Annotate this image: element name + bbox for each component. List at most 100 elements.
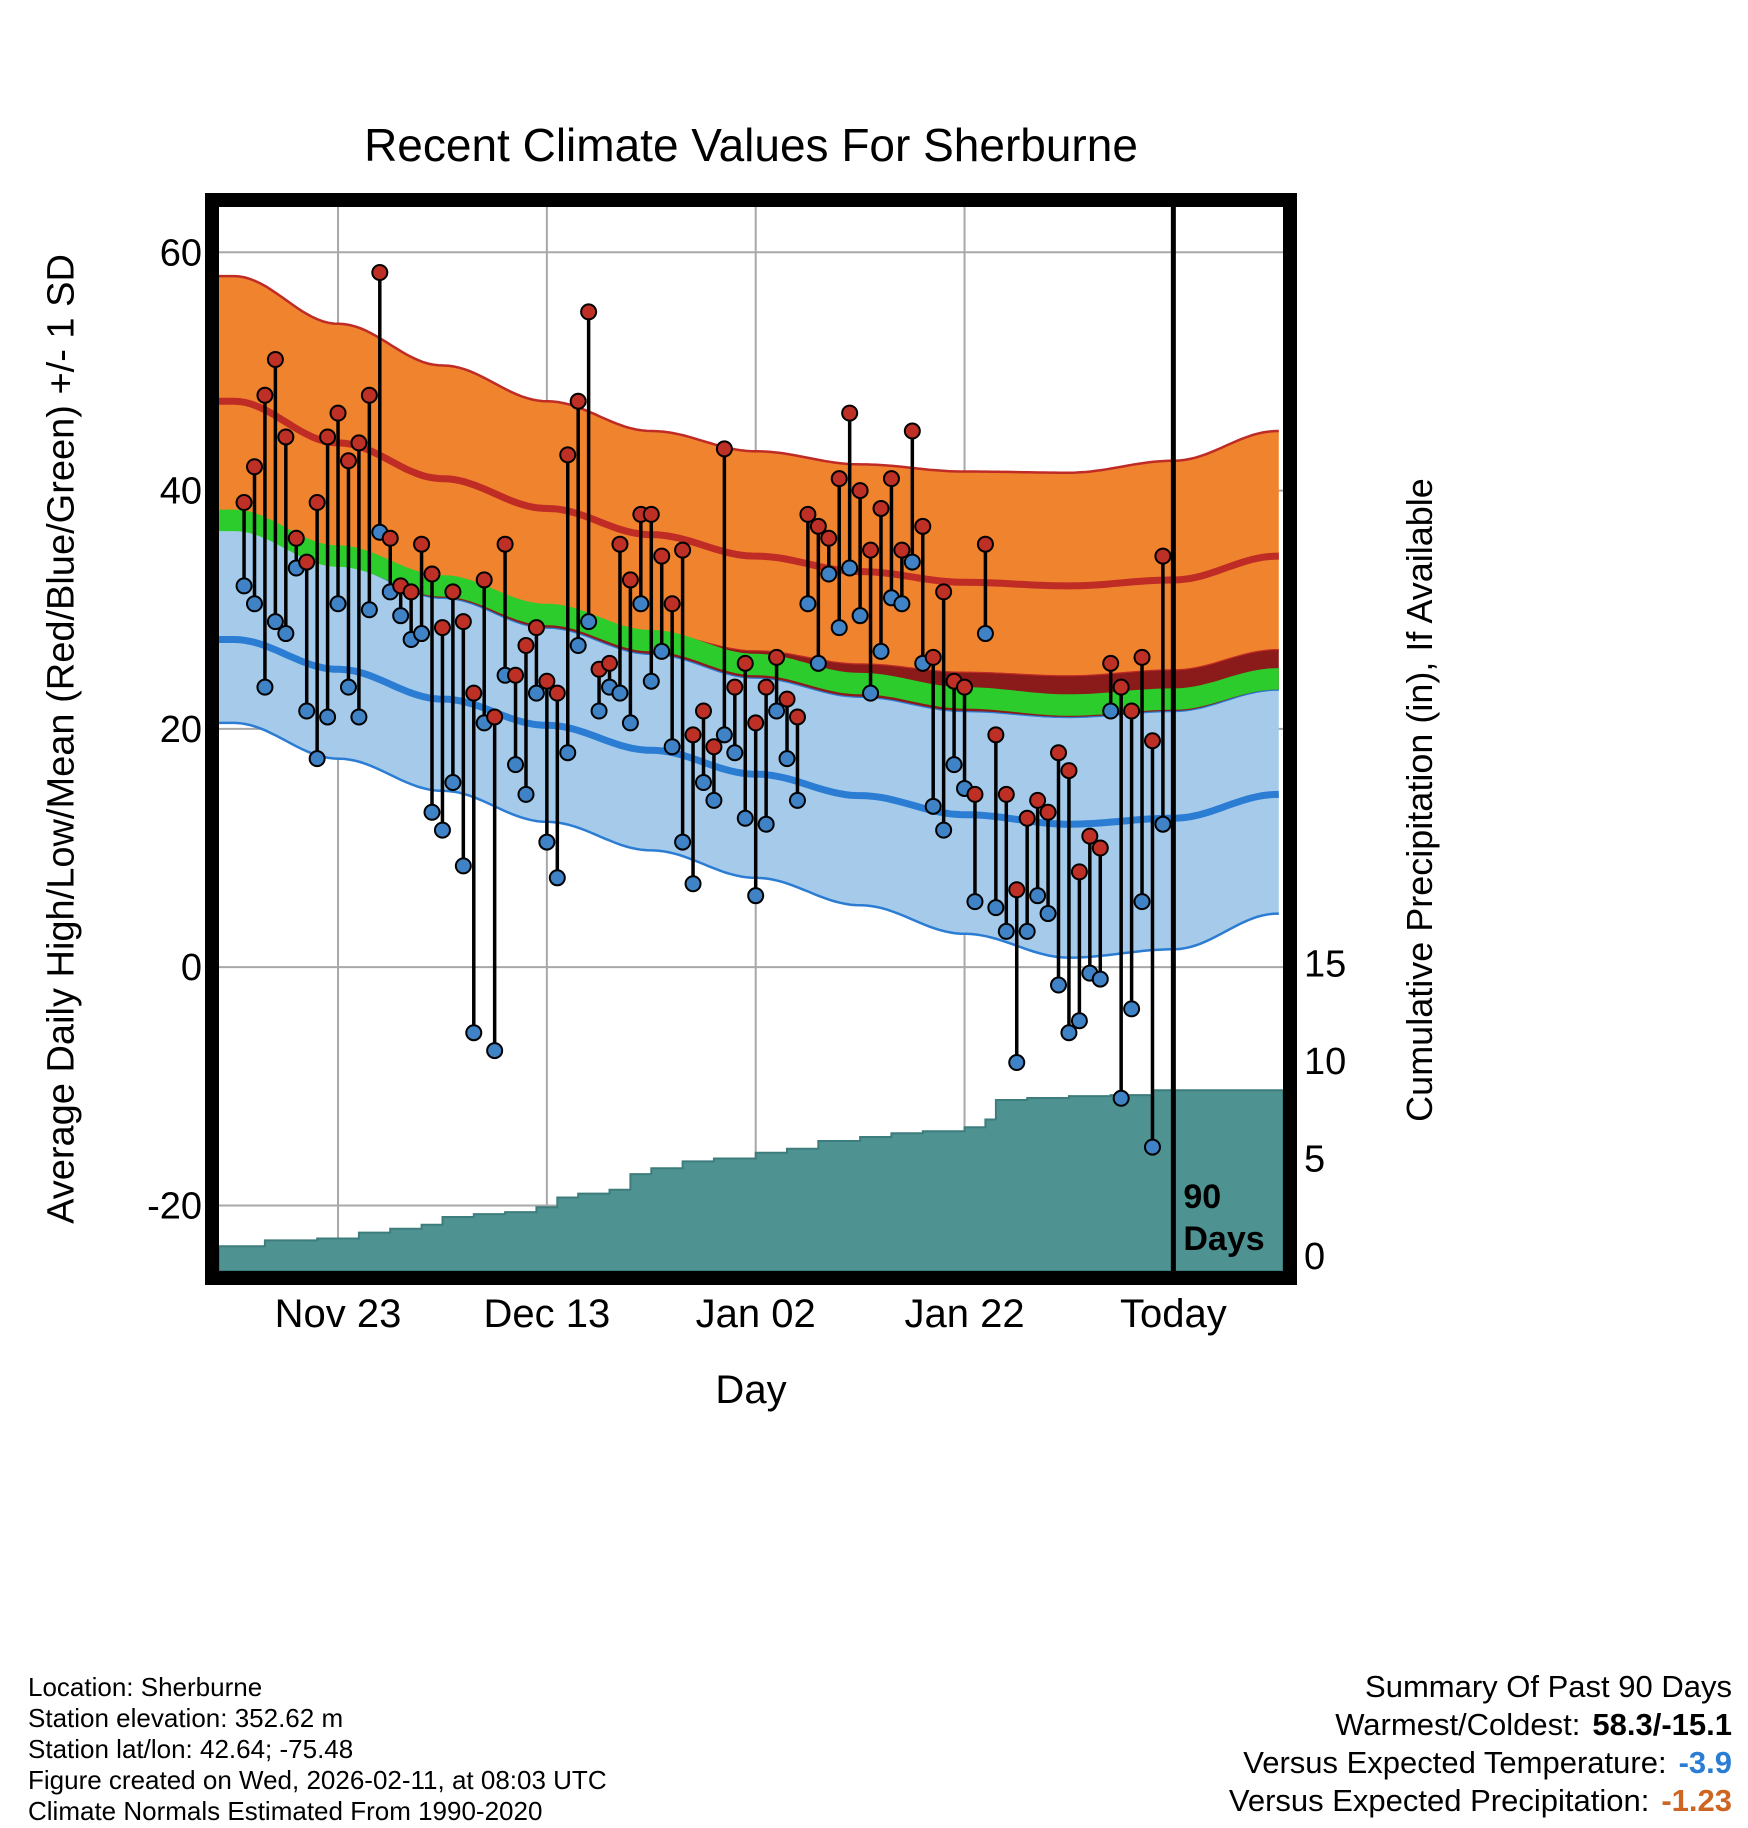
low-dot (527, 684, 545, 702)
high-dot (799, 505, 817, 523)
low-dot (653, 642, 671, 660)
low-dot (945, 756, 963, 774)
x-tick-label: Today (1120, 1292, 1227, 1336)
high-dot (256, 386, 274, 404)
high-dot (507, 666, 525, 684)
low-dot (830, 619, 848, 637)
high-dot (893, 541, 911, 559)
low-dot (747, 887, 765, 905)
low-dot (444, 773, 462, 791)
left-y-tick-label: 0 (181, 947, 202, 989)
high-dot (757, 678, 775, 696)
high-dot (298, 553, 316, 571)
low-dot (298, 702, 316, 720)
high-dot (339, 452, 357, 470)
low-dot (1123, 1000, 1141, 1018)
high-dot (997, 785, 1015, 803)
low-dot (1039, 905, 1057, 923)
low-dot (966, 893, 984, 911)
high-dot (1039, 803, 1057, 821)
high-dot (496, 535, 514, 553)
high-dot (580, 303, 598, 321)
low-dot (1050, 976, 1068, 994)
x-tick-label: Dec 13 (483, 1292, 610, 1336)
low-dot (1018, 922, 1036, 940)
low-dot (778, 750, 796, 768)
low-dot (684, 875, 702, 893)
high-dot (329, 404, 347, 422)
today-label-90: 90 (1183, 1178, 1221, 1216)
low-dot (820, 565, 838, 583)
low-dot (893, 595, 911, 613)
low-dot (841, 559, 859, 577)
high-dot (768, 648, 786, 666)
low-dot (433, 821, 451, 839)
high-dot (486, 708, 504, 726)
high-dot (1102, 654, 1120, 672)
low-dot (757, 815, 775, 833)
low-dot (277, 625, 295, 643)
figure-created: Figure created on Wed, 2026-02-11, at 08… (28, 1765, 607, 1795)
low-dot (924, 797, 942, 815)
high-dot (319, 428, 337, 446)
today-label-days: Days (1183, 1220, 1264, 1258)
x-tick-label: Jan 02 (696, 1292, 816, 1336)
high-dot (246, 458, 264, 476)
high-dot (694, 702, 712, 720)
low-mean-line (219, 636, 1279, 828)
summary-label: Versus Expected Precipitation: (1228, 1783, 1650, 1818)
low-dot (580, 613, 598, 631)
low-dot (736, 809, 754, 827)
low-dot (235, 577, 253, 595)
low-dot (715, 726, 733, 744)
low-dot (987, 899, 1005, 917)
high-dot (381, 529, 399, 547)
high-dot (454, 613, 472, 631)
high-dot (266, 351, 284, 369)
station-latlon: Station lat/lon: 42.64; -75.48 (28, 1734, 354, 1764)
summary-heading: Summary Of Past 90 Days (1365, 1669, 1732, 1704)
high-dot (653, 547, 671, 565)
low-dot (1154, 815, 1172, 833)
low-dot (851, 607, 869, 625)
axis-tick-labels: 60 40 20 0 -20 Nov 23 Dec 13 Jan 02 Jan 22 Today 1… (147, 232, 1346, 1336)
left-y-tick-label: 60 (160, 232, 202, 274)
low-dot (1029, 887, 1047, 905)
high-dot (621, 571, 639, 589)
high-dot (736, 654, 754, 672)
low-dot (642, 672, 660, 690)
low-dot (569, 636, 587, 654)
low-dot (935, 821, 953, 839)
low-dot (246, 595, 264, 613)
today-marker: 90 Days (1170, 207, 1265, 1271)
x-axis-title: Day (715, 1368, 787, 1412)
high-dot (1154, 547, 1172, 565)
high-dot (1029, 791, 1047, 809)
high-dot (882, 470, 900, 488)
plot-border (205, 193, 1297, 1285)
high-dot (277, 428, 295, 446)
low-dot (694, 773, 712, 791)
high-dot (820, 529, 838, 547)
high-dot (1091, 839, 1109, 857)
high-dot (1143, 732, 1161, 750)
low-dot (872, 642, 890, 660)
station-elevation: Station elevation: 352.62 m (28, 1703, 344, 1733)
left-y-tick-label: -20 (147, 1185, 202, 1227)
high-dot (287, 529, 305, 547)
low-dot (799, 595, 817, 613)
low-dot (590, 702, 608, 720)
high-dot (778, 690, 796, 708)
low-dot (674, 833, 692, 851)
low-dot (350, 708, 368, 726)
high-dot (914, 517, 932, 535)
summary-label: Warmest/Coldest: (1335, 1707, 1581, 1742)
high-dot (559, 446, 577, 464)
high-dot (371, 264, 389, 282)
low-dot (329, 595, 347, 613)
high-dot (527, 619, 545, 637)
summary-row-warmest-coldest: Warmest/Coldest: 58.3/-15.1 (1229, 1706, 1732, 1744)
high-dot (611, 535, 629, 553)
high-dot (924, 648, 942, 666)
high-dot (350, 434, 368, 452)
